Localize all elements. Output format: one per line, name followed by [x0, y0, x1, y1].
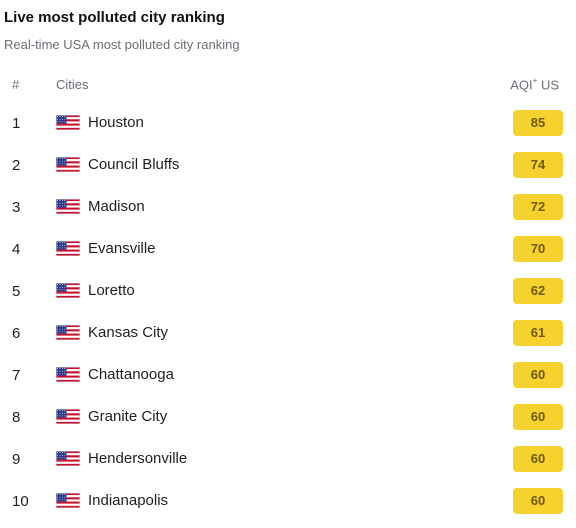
- table-row[interactable]: 8 Granite City 60: [0, 396, 576, 438]
- aqi-badge: 60: [513, 404, 563, 430]
- aqi-badge: 61: [513, 320, 563, 346]
- aqi-label: AQI: [510, 77, 533, 93]
- city-name[interactable]: Council Bluffs: [88, 156, 180, 173]
- rank-number: 10: [12, 493, 29, 510]
- us-flag-icon: [56, 115, 80, 130]
- city-name[interactable]: Kansas City: [88, 324, 169, 341]
- city-name[interactable]: Madison: [88, 198, 145, 215]
- rank-column-header: #: [12, 77, 20, 92]
- aqi-unit: US: [537, 77, 559, 93]
- aqi-badge: 60: [513, 362, 563, 388]
- aqi-badge: 72: [513, 194, 563, 220]
- city-name[interactable]: Houston: [88, 114, 144, 131]
- table-row[interactable]: 10 Indianapolis 60: [0, 480, 576, 522]
- aqi-badge: 70: [513, 236, 563, 262]
- rank-number: 6: [12, 325, 21, 342]
- page-subtitle: Real-time USA most polluted city ranking: [4, 37, 240, 52]
- city-name[interactable]: Loretto: [88, 282, 135, 299]
- city-name[interactable]: Indianapolis: [88, 492, 169, 509]
- table-header: # Cities AQI+ US: [0, 75, 576, 95]
- table-row[interactable]: 9 Hendersonville 60: [0, 438, 576, 480]
- rank-number: 3: [12, 199, 21, 216]
- rank-number: 9: [12, 451, 21, 468]
- us-flag-icon: [56, 367, 80, 382]
- aqi-badge: 60: [513, 446, 563, 472]
- city-name[interactable]: Chattanooga: [88, 366, 174, 383]
- city-name[interactable]: Hendersonville: [88, 450, 188, 467]
- rank-number: 7: [12, 367, 21, 384]
- table-row[interactable]: 3 Madison 72: [0, 186, 576, 228]
- aqi-badge: 60: [513, 488, 563, 514]
- us-flag-icon: [56, 157, 80, 172]
- aqi-badge: 74: [513, 152, 563, 178]
- aqi-badge: 62: [513, 278, 563, 304]
- rank-number: 8: [12, 409, 21, 426]
- table-row[interactable]: 7 Chattanooga 60: [0, 354, 576, 396]
- aqi-badge: 85: [513, 110, 563, 136]
- city-name[interactable]: Evansville: [88, 240, 156, 257]
- rank-number: 4: [12, 241, 21, 258]
- table-row[interactable]: 5 Loretto 62: [0, 270, 576, 312]
- table-row[interactable]: 6 Kansas City 61: [0, 312, 576, 354]
- us-flag-icon: [56, 199, 80, 214]
- us-flag-icon: [56, 283, 80, 298]
- city-name[interactable]: Granite City: [88, 408, 168, 425]
- cities-column-header: Cities: [56, 77, 89, 92]
- us-flag-icon: [56, 241, 80, 256]
- rank-number: 1: [12, 115, 21, 132]
- aqi-column-header: AQI+ US: [510, 76, 559, 93]
- rank-number: 2: [12, 157, 21, 174]
- table-row[interactable]: 4 Evansville 70: [0, 228, 576, 270]
- rank-number: 5: [12, 283, 21, 300]
- page-title: Live most polluted city ranking: [4, 9, 225, 26]
- us-flag-icon: [56, 493, 80, 508]
- us-flag-icon: [56, 325, 80, 340]
- us-flag-icon: [56, 409, 80, 424]
- table-row[interactable]: 2 Council Bluffs 74: [0, 144, 576, 186]
- aqi-plus-mark: +: [532, 76, 538, 85]
- table-row[interactable]: 1 Houston 85: [0, 102, 576, 144]
- ranking-list: 1 Houston 85 2 Council Bluffs 74 3 Madis…: [0, 102, 576, 522]
- us-flag-icon: [56, 451, 80, 466]
